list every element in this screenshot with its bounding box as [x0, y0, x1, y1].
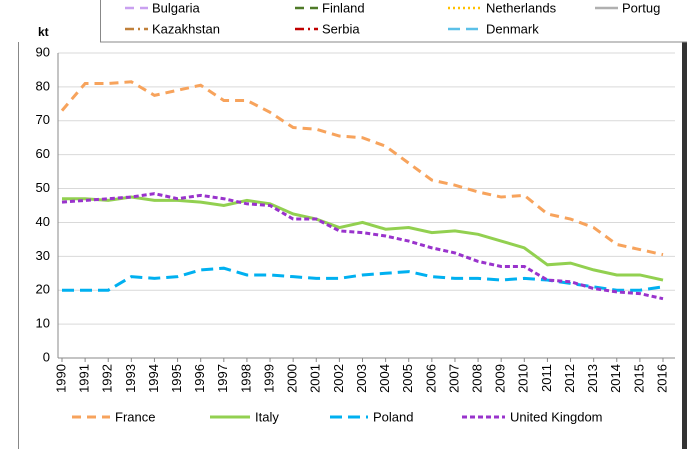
overlay-legend-label: Denmark	[486, 21, 539, 36]
x-tick-label: 2009	[493, 364, 508, 393]
x-tick-label: 2001	[308, 364, 323, 393]
x-tick-label: 2010	[516, 364, 531, 393]
x-tick-label: 2004	[377, 364, 392, 393]
overlay-legend-label: Serbia	[322, 21, 360, 36]
series-line	[62, 266, 664, 292]
y-tick-label: 30	[36, 248, 50, 263]
x-tick-label: 2011	[539, 364, 554, 392]
y-tick-label: 60	[36, 146, 50, 161]
legend-label: Italy	[255, 409, 279, 424]
x-tick-label: 1991	[77, 364, 92, 393]
x-tick-label: 1997	[215, 364, 230, 393]
y-tick-label: 20	[36, 282, 50, 297]
x-tick-label: 2003	[354, 364, 369, 393]
y-tick-label: 40	[36, 214, 50, 229]
x-tick-label: 2014	[608, 364, 623, 393]
x-tick-label: 2008	[470, 364, 485, 393]
overlay-legend-box	[100, 0, 687, 43]
series-line	[60, 80, 664, 257]
series-line	[61, 192, 664, 301]
overlay-legend-label: Kazakhstan	[152, 21, 220, 36]
overlay-legend-label: Netherlands	[486, 0, 557, 15]
legend-label: United Kingdom	[510, 409, 603, 424]
x-tick-label: 2005	[400, 364, 415, 393]
overlay-legend-label: Portug	[622, 0, 660, 15]
x-tick-label: 2012	[562, 364, 577, 393]
y-tick-label: 0	[43, 349, 50, 364]
series-line	[62, 195, 664, 282]
x-tick-label: 1992	[100, 364, 115, 393]
x-tick-label: 1996	[192, 364, 207, 393]
x-tick-label: 2013	[585, 364, 600, 393]
x-tick-label: 2002	[331, 364, 346, 393]
legend-label: Poland	[373, 409, 413, 424]
x-tick-label: 1998	[238, 364, 253, 393]
x-tick-label: 1993	[123, 364, 138, 393]
x-tick-label: 2015	[631, 364, 646, 393]
legend-label: France	[115, 409, 155, 424]
y-tick-label: 90	[36, 44, 50, 59]
x-tick-label: 1995	[169, 364, 184, 393]
x-tick-label: 1990	[53, 364, 68, 393]
overlay-legend-label: Bulgaria	[152, 0, 200, 15]
y-tick-label: 10	[36, 316, 50, 331]
x-tick-label: 2016	[654, 364, 669, 393]
x-tick-label: 1999	[261, 364, 276, 393]
x-tick-label: 2007	[446, 364, 461, 393]
x-tick-label: 1994	[146, 364, 161, 393]
overlay-legend-label: Finland	[322, 0, 365, 15]
y-tick-label: 50	[36, 180, 50, 195]
y-axis-label: kt	[38, 25, 49, 39]
frame-right	[682, 40, 687, 449]
x-tick-label: 2000	[285, 364, 300, 393]
x-tick-label: 2006	[423, 364, 438, 393]
y-tick-label: 70	[36, 112, 50, 127]
y-tick-label: 80	[36, 78, 50, 93]
